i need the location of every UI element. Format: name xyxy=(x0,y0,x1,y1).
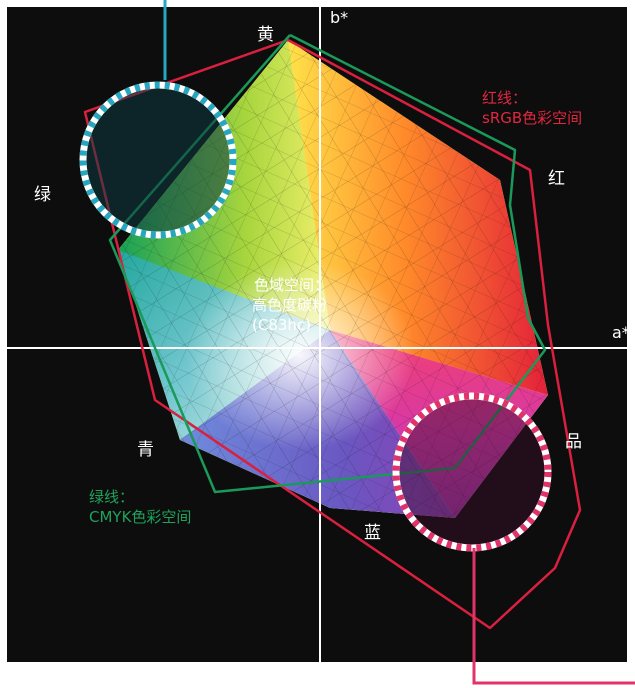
label-green: 绿 xyxy=(34,185,51,205)
magenta-callout xyxy=(392,392,635,685)
legend-cmyk-line1: 绿线： xyxy=(89,488,134,506)
label-red: 红 xyxy=(548,169,565,189)
legend-srgb: 红线： sRGB色彩空间 xyxy=(482,89,582,127)
label-yellow: 黄 xyxy=(257,25,274,45)
cmyk-gamut-outline xyxy=(108,33,547,494)
center-label-line3: (C83hc) xyxy=(252,316,311,334)
legend-cmyk: 绿线： CMYK色彩空间 xyxy=(89,488,191,526)
legend-srgb-line2: sRGB色彩空间 xyxy=(482,109,582,127)
label-cyan: 青 xyxy=(137,440,154,460)
cyan-callout xyxy=(79,0,237,239)
b-axis-label: b* xyxy=(330,8,348,27)
label-magenta: 品 xyxy=(565,432,582,452)
a-axis-label: a* xyxy=(612,323,630,342)
center-label-line2: 高色度碳粉 xyxy=(252,296,327,314)
legend-cmyk-line2: CMYK色彩空间 xyxy=(89,508,191,526)
center-label: 色域空间： 高色度碳粉 (C83hc) xyxy=(252,276,329,334)
center-label-line1: 色域空间： xyxy=(254,276,329,294)
label-blue: 蓝 xyxy=(364,523,381,543)
legend-srgb-line1: 红线： xyxy=(482,89,527,107)
